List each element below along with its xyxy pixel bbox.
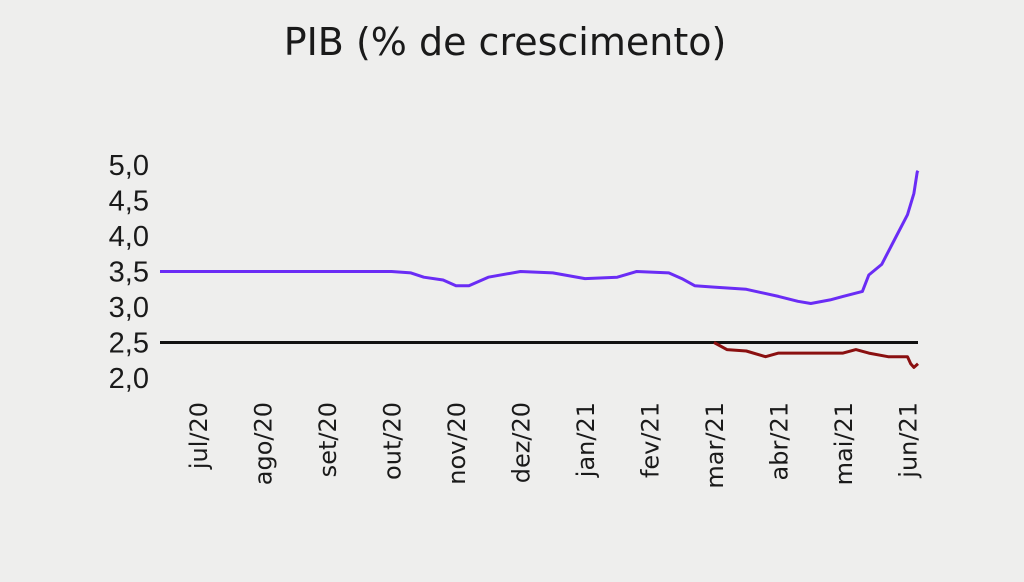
x-tick-label: nov/20 — [443, 402, 471, 485]
x-tick-label: out/20 — [379, 402, 407, 480]
series-line-1 — [160, 169, 920, 305]
x-tick-label: set/20 — [314, 402, 342, 477]
chart-title: PIB (% de crescimento) — [283, 20, 727, 64]
y-tick-label: 2,0 — [109, 363, 149, 395]
y-tick-label: 4,5 — [109, 186, 149, 218]
x-tick-label: jul/20 — [185, 402, 213, 470]
x-tick-label: dez/20 — [508, 402, 536, 483]
y-tick-label: 3,0 — [109, 292, 149, 324]
x-tick-label: abr/21 — [766, 402, 794, 480]
x-tick-label: jun/21 — [895, 402, 923, 479]
x-tick-label: fev/21 — [637, 402, 665, 478]
y-tick-label: 2,5 — [109, 328, 149, 360]
y-tick-label: 4,0 — [109, 221, 149, 253]
y-tick-label: 5,0 — [109, 150, 149, 182]
x-tick-label: mar/21 — [701, 402, 729, 489]
x-tick-label: mai/21 — [830, 402, 858, 485]
y-tick-label: 3,5 — [109, 257, 149, 289]
x-tick-label: jan/21 — [572, 402, 600, 478]
x-tick-label: ago/20 — [250, 402, 278, 485]
series-line-2 — [713, 341, 919, 369]
